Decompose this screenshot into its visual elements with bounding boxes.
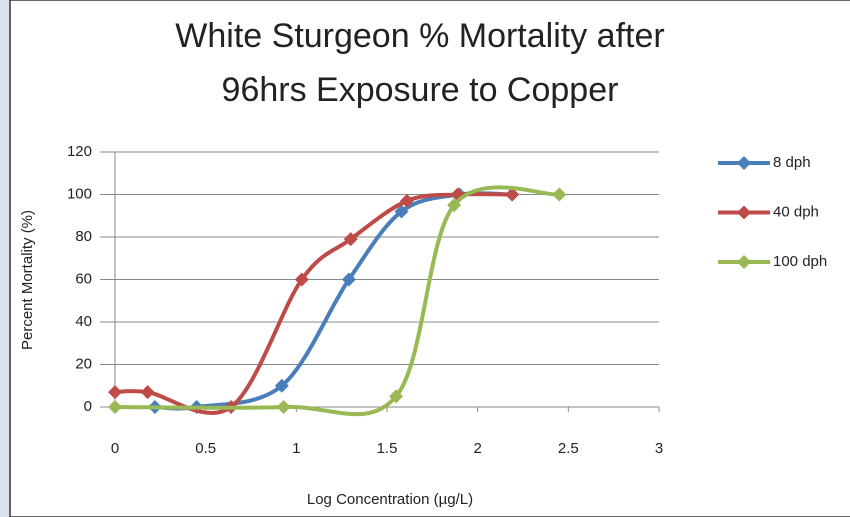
marker [276, 400, 291, 414]
marker [108, 400, 122, 414]
legend-marker [737, 156, 751, 170]
marker [389, 389, 404, 404]
y-tick-label: 100 [67, 185, 92, 202]
marker [343, 232, 358, 247]
marker [274, 378, 289, 393]
x-tick-label: 1 [292, 440, 300, 457]
y-tick-label: 60 [75, 270, 92, 287]
marker [505, 187, 520, 202]
chart-frame [9, 0, 850, 517]
y-tick-label: 40 [75, 313, 92, 330]
marker [294, 272, 309, 287]
marker [394, 204, 409, 219]
y-tick-label: 80 [75, 228, 92, 245]
y-tick-label: 120 [67, 143, 92, 160]
series-line [114, 192, 513, 415]
chart-title: White Sturgeon % Mortality after [175, 17, 664, 55]
x-tick-label: 0 [111, 440, 119, 457]
y-axis-label: Percent Mortality (%) [19, 210, 36, 350]
x-tick-label: 2.5 [558, 440, 579, 457]
y-tick-label: 0 [84, 398, 92, 415]
x-tick-label: 1.5 [377, 440, 398, 457]
chart-title: 96hrs Exposure to Copper [222, 71, 619, 109]
marker [140, 385, 155, 400]
legend-marker [737, 205, 751, 220]
legend-label: 100 dph [773, 253, 827, 270]
legend-label: 40 dph [773, 203, 819, 220]
x-tick-label: 2 [473, 440, 481, 457]
legend-label: 8 dph [773, 154, 811, 171]
y-tick-label: 20 [75, 355, 92, 372]
legend-marker [737, 255, 751, 269]
marker [341, 272, 356, 287]
marker [447, 198, 462, 213]
marker [108, 385, 122, 400]
x-tick-label: 0.5 [195, 440, 216, 457]
marker [552, 187, 567, 202]
x-axis-label: Log Concentration (µg/L) [307, 491, 473, 508]
marker [399, 193, 414, 208]
x-tick-label: 3 [655, 440, 663, 457]
